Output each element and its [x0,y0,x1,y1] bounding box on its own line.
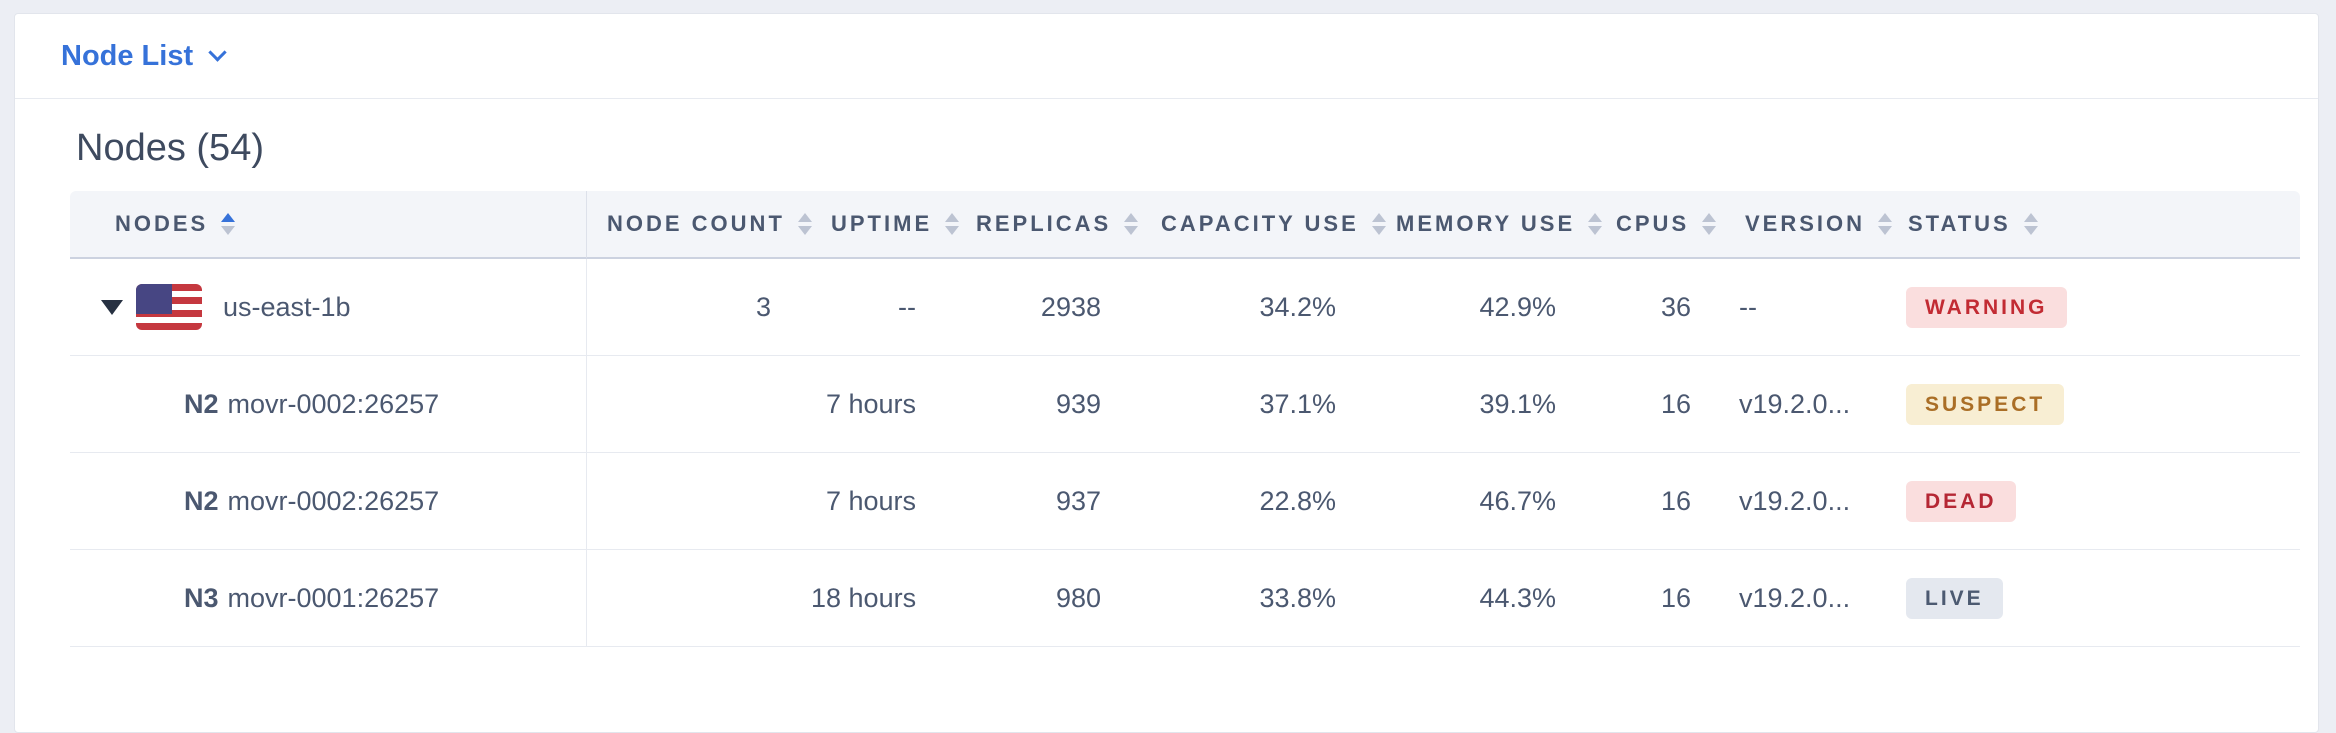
column-label: CPUS [1616,211,1690,236]
region-name: us-east-1b [223,291,351,322]
status-cell: WARNING [1896,259,2300,356]
nodes-table-wrap: NODES NODE COUNT UPTIME REPLICAS CAPACITY US… [70,191,2300,647]
status-badge: WARNING [1906,286,2067,328]
node-row: N3 movr-0001:26257 18 hours 980 33.8% 44.3% 16… [70,550,2300,647]
column-label: REPLICAS [976,211,1112,236]
column-header-node_count[interactable]: NODE COUNT [587,191,812,259]
cpus-cell: 16 [1596,550,1731,647]
replicas-cell: 937 [956,453,1141,550]
table-header-row: NODES NODE COUNT UPTIME REPLICAS CAPACITY US… [70,191,2300,259]
capacity-use-cell: 37.1% [1141,356,1376,453]
column-label: NODE COUNT [607,211,785,236]
column-header-uptime[interactable]: UPTIME [811,191,960,259]
cpus-cell: 16 [1596,356,1731,453]
sort-arrows-icon [797,213,812,235]
status-cell: DEAD [1896,453,2300,550]
column-label: CAPACITY USE [1161,211,1359,236]
column-label: STATUS [1908,211,2011,236]
version-cell: v19.2.0... [1731,356,1896,453]
view-dropdown[interactable]: Node List [61,39,227,73]
node-row: N2 movr-0002:26257 7 hours 937 22.8% 46.7% 16 v… [70,453,2300,550]
column-header-nodes[interactable]: NODES [70,191,587,259]
status-badge: DEAD [1906,480,2016,522]
column-header-cpus[interactable]: CPUS [1596,191,1731,259]
page-title: Nodes (54) [76,127,264,169]
sort-arrows-icon [1878,213,1893,235]
node-count-cell [587,356,811,453]
node-id: N2 [184,485,219,516]
nodes-cell: N2 movr-0002:26257 [70,453,587,550]
sort-arrows-icon [221,213,236,235]
memory-use-cell: 46.7% [1376,453,1596,550]
column-header-status[interactable]: STATUS [1896,191,2300,259]
uptime-cell: 7 hours [811,453,956,550]
memory-use-cell: 42.9% [1376,259,1596,356]
node-id: N3 [184,582,219,613]
node-id: N2 [184,388,219,419]
cpus-cell: 36 [1596,259,1731,356]
column-label: NODES [115,211,209,236]
nodes-cell: us-east-1b [70,259,587,356]
status-cell: LIVE [1896,550,2300,647]
chevron-down-icon [208,42,227,62]
memory-use-cell: 44.3% [1376,550,1596,647]
uptime-cell: 18 hours [811,550,956,647]
capacity-use-cell: 34.2% [1141,259,1376,356]
column-label: MEMORY USE [1396,211,1576,236]
node-count-cell [587,453,811,550]
column-header-memory_use[interactable]: MEMORY USE [1376,191,1603,259]
node-count-cell [587,550,811,647]
expand-caret-icon[interactable] [101,299,123,315]
version-cell: v19.2.0... [1731,550,1896,647]
uptime-cell: 7 hours [811,356,956,453]
replicas-cell: 939 [956,356,1141,453]
view-dropdown-label: Node List [61,39,194,72]
sort-arrows-icon [1702,213,1717,235]
replicas-cell: 980 [956,550,1141,647]
uptime-cell: -- [811,259,956,356]
column-label: UPTIME [831,211,933,236]
column-header-version[interactable]: VERSION [1731,191,1896,259]
capacity-use-cell: 33.8% [1141,550,1376,647]
card-header: Node List [15,14,2318,99]
memory-use-cell: 39.1% [1376,356,1596,453]
node-address: movr-0001:26257 [227,582,440,613]
us-flag-icon [136,284,202,330]
sort-arrows-icon [2023,213,2038,235]
nodes-table: NODES NODE COUNT UPTIME REPLICAS CAPACITY US… [70,191,2300,647]
sort-arrows-icon [1371,213,1386,235]
node-row: N2 movr-0002:26257 7 hours 939 37.1% 39.1% 16 v… [70,356,2300,453]
sort-arrows-icon [1588,213,1603,235]
nodes-cell: N2 movr-0002:26257 [70,356,587,453]
column-header-replicas[interactable]: REPLICAS [956,191,1141,259]
status-cell: SUSPECT [1896,356,2300,453]
node-address: movr-0002:26257 [227,388,440,419]
version-cell: -- [1731,259,1896,356]
cpus-cell: 16 [1596,453,1731,550]
column-label: VERSION [1745,211,1866,236]
version-cell: v19.2.0... [1731,453,1896,550]
status-badge: LIVE [1906,577,2003,619]
region-row: us-east-1b 3 -- 2938 34.2% 42.9% 36 -- WARNING [70,259,2300,356]
node-list-card: Node List Nodes (54) NODES NODE COUNT UPTI… [14,13,2319,733]
replicas-cell: 2938 [956,259,1141,356]
capacity-use-cell: 22.8% [1141,453,1376,550]
column-header-capacity_use[interactable]: CAPACITY USE [1141,191,1386,259]
sort-arrows-icon [945,213,960,235]
status-badge: SUSPECT [1906,383,2065,425]
nodes-cell: N3 movr-0001:26257 [70,550,587,647]
node-count-cell: 3 [587,259,811,356]
sort-arrows-icon [1124,213,1139,235]
node-address: movr-0002:26257 [227,485,440,516]
